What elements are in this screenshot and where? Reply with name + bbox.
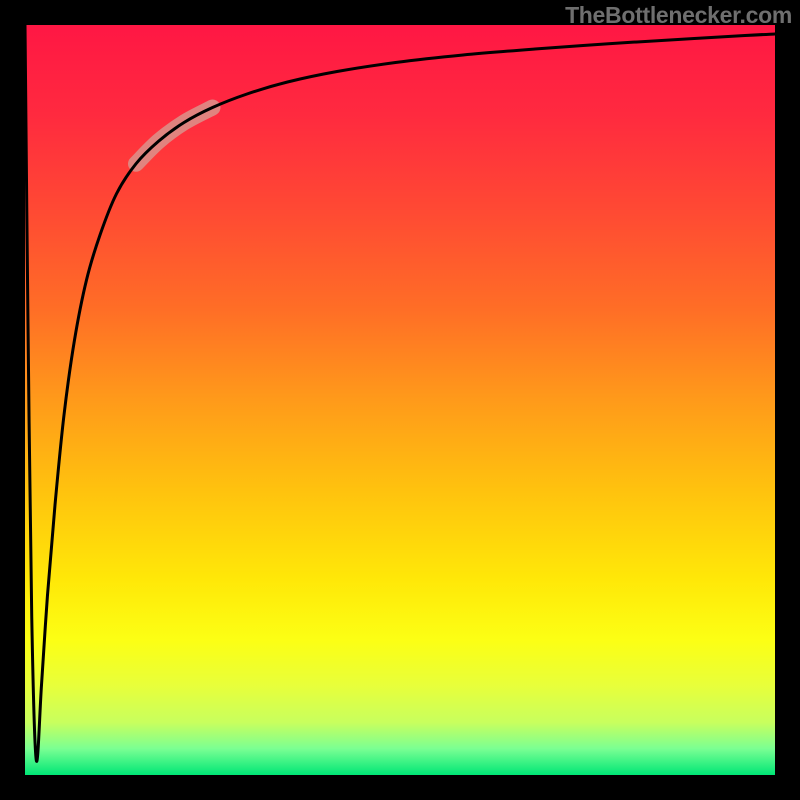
chart-canvas: TheBottlenecker.com [0, 0, 800, 800]
plot-area [25, 25, 775, 775]
highlight-segment [136, 108, 213, 164]
curve-layer [25, 25, 775, 775]
bottleneck-curve [25, 25, 775, 761]
